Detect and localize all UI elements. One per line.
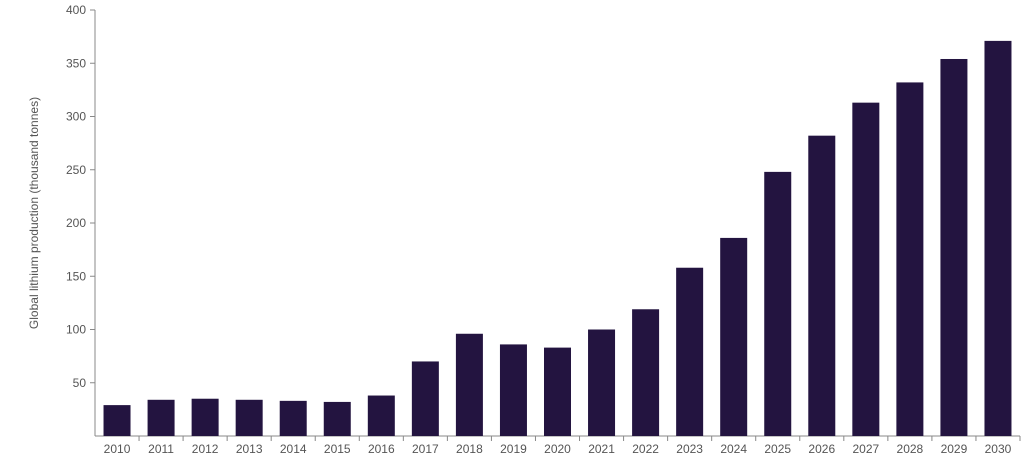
x-tick-label: 2030 [985,442,1012,456]
bar-2021 [588,329,616,436]
bar-2010 [103,405,131,436]
y-tick-label: 350 [66,56,86,70]
bar-2029 [940,58,968,437]
y-tick-label: 400 [66,3,86,17]
y-tick-label: 250 [66,163,86,177]
bar-2027 [852,102,880,436]
y-tick-label: 100 [66,323,86,337]
x-tick-label: 2015 [324,442,351,456]
bar-2015 [323,401,351,436]
y-tick-label: 300 [66,110,86,124]
x-tick-label: 2029 [941,442,968,456]
bar-2016 [367,395,395,436]
bar-2026 [808,135,836,437]
bar-2018 [455,333,483,436]
x-tick-label: 2021 [588,442,615,456]
x-tick-label: 2011 [148,442,174,456]
y-axis: 50 100 150 200 250 300 350 400 [66,3,96,436]
x-tick-label: 2020 [544,442,571,456]
bar-2025 [764,171,792,436]
x-tick-label: 2023 [676,442,703,456]
bar-2022 [632,309,660,436]
x-tick-label: 2010 [104,442,131,456]
bar-2011 [147,399,175,436]
bar-2023 [676,267,704,436]
bar-2024 [720,237,748,436]
bars [103,40,1012,437]
bar-2017 [411,361,439,436]
bar-2012 [191,398,219,436]
x-tick-label: 2017 [412,442,439,456]
x-tick-label: 2028 [897,442,924,456]
x-tick-label: 2012 [192,442,219,456]
x-tick-label: 2016 [368,442,395,456]
bar-2014 [279,400,307,436]
x-tick-label: 2025 [764,442,791,456]
bar-2028 [896,82,924,437]
y-tick-label: 200 [66,216,86,230]
y-axis-title: Global lithium production (thousand tonn… [27,97,41,329]
bar-2030 [984,40,1012,436]
x-tick-label: 2014 [280,442,307,456]
x-tick-label: 2018 [456,442,483,456]
x-axis: 2010 2011 2012 2013 2014 2015 2016 2017 2018 2019… [95,435,1021,456]
x-tick-label: 2013 [236,442,263,456]
x-tick-label: 2026 [808,442,835,456]
x-tick-label: 2024 [720,442,747,456]
x-tick-label: 2022 [632,442,659,456]
x-tick-label: 2027 [852,442,879,456]
y-tick-label: 50 [73,376,87,390]
bar-2013 [235,399,263,436]
bar-2020 [544,347,571,436]
bar-2019 [499,344,527,436]
x-tick-label: 2019 [500,442,527,456]
y-tick-label: 150 [66,269,86,283]
